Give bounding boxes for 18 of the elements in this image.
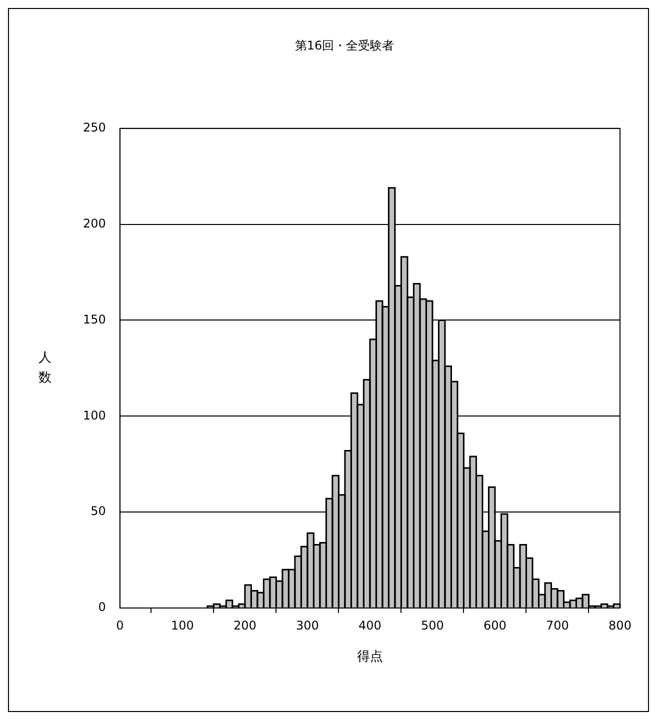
y-axis-title: 人数 — [38, 350, 52, 386]
x-axis-title: 得点 — [356, 650, 383, 665]
x-tick-label: 0 — [116, 618, 124, 632]
y-tick-label: 100 — [83, 408, 106, 422]
x-tick-label: 400 — [358, 618, 382, 632]
x-tick-label: 800 — [608, 618, 632, 632]
y-tick-label: 250 — [83, 120, 106, 135]
y-tick-label: 200 — [83, 216, 106, 230]
chart-title: 第16回・全受験者 — [294, 38, 394, 52]
x-tick-label: 700 — [546, 618, 569, 632]
y-tick-label: 50 — [90, 504, 106, 518]
x-tick-label: 100 — [170, 618, 194, 632]
x-tick-label: 600 — [484, 618, 506, 632]
x-tick-label: 300 — [296, 618, 319, 632]
x-tick-label: 500 — [421, 618, 444, 632]
x-tick-label: 200 — [233, 618, 256, 632]
y-tick-label: 0 — [98, 600, 106, 614]
y-tick-label: 150 — [83, 312, 106, 326]
